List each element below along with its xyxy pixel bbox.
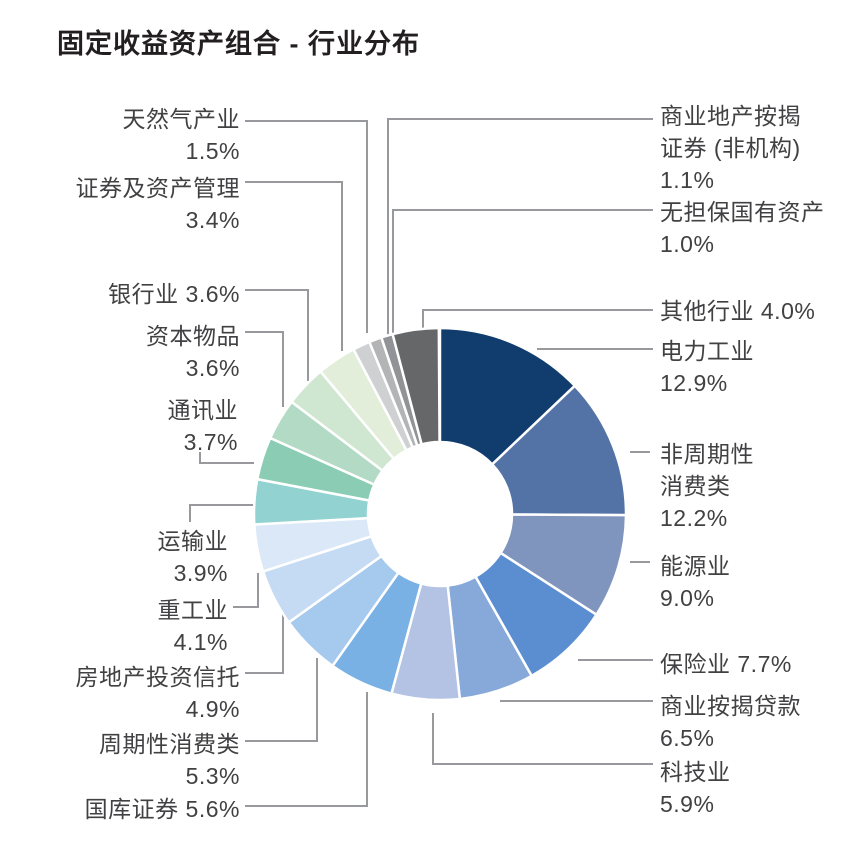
callout-insurance-line: 保险业 7.7% <box>660 651 792 677</box>
callout-other-line: 其他行业 4.0% <box>660 298 816 324</box>
callout-energy: 能源业 9.0% <box>660 550 731 614</box>
callout-cyclical: 周期性消费类 5.3% <box>99 728 240 792</box>
callout-heavy: 重工业 4.1% <box>158 594 229 658</box>
callout-banking-line: 银行业 3.6% <box>108 281 240 307</box>
leader-line-sovereign <box>392 209 653 337</box>
callout-energy-line: 能源业 <box>660 553 731 579</box>
leader-line-heavy <box>233 573 259 608</box>
callout-noncyclical-line: 非周期性 <box>660 441 754 467</box>
callout-sec_am: 证券及资产管理 3.4% <box>76 172 241 236</box>
callout-cml-line: 6.5% <box>660 725 715 751</box>
leader-line-cmbs <box>387 118 653 336</box>
leader-line-treasury <box>245 692 368 807</box>
leader-line-cyclical <box>245 658 318 742</box>
callout-gas: 天然气产业 1.5% <box>123 103 241 167</box>
callout-power-line: 电力工业 <box>660 338 754 364</box>
callout-cyclical-line: 5.3% <box>185 763 240 789</box>
callout-treasury: 国库证券 5.6% <box>85 793 240 825</box>
callout-sovereign: 无担保国有资产 1.0% <box>660 196 825 260</box>
callout-energy-line: 9.0% <box>660 585 715 611</box>
callout-tech-line: 科技业 <box>660 759 731 785</box>
chart-title: 固定收益资产组合 - 行业分布 <box>57 29 420 59</box>
callout-noncyclical-line: 消费类 <box>660 473 731 499</box>
leader-line-tech <box>432 713 653 765</box>
callout-heavy-line: 重工业 <box>157 597 228 623</box>
callout-tech: 科技业 5.9% <box>660 756 731 820</box>
callout-reits: 房地产投资信托 4.9% <box>76 661 241 725</box>
callout-capital-line: 资本物品 <box>146 323 240 349</box>
callout-power-line: 12.9% <box>660 370 728 396</box>
callout-cyclical-line: 周期性消费类 <box>99 731 240 757</box>
callout-banking: 银行业 3.6% <box>108 278 240 310</box>
callout-cml-line: 商业按揭贷款 <box>660 693 801 719</box>
callout-capital: 资本物品 3.6% <box>146 320 240 384</box>
callout-treasury-line: 国库证券 5.6% <box>84 796 240 822</box>
callout-transport: 运输业 3.9% <box>158 525 229 589</box>
callout-noncyclical-line: 12.2% <box>660 505 728 531</box>
callout-comm-line: 通讯业 <box>167 397 238 423</box>
callout-sec_am-line: 3.4% <box>185 207 240 233</box>
callout-reits-line: 房地产投资信托 <box>75 664 240 690</box>
leader-line-capital <box>245 331 284 407</box>
leader-line-gas <box>245 120 368 333</box>
callout-gas-line: 天然气产业 <box>122 106 240 132</box>
leader-line-comm <box>199 452 254 464</box>
callout-transport-line: 运输业 <box>157 528 228 554</box>
callout-reits-line: 4.9% <box>185 696 240 722</box>
callout-insurance: 保险业 7.7% <box>660 648 792 680</box>
leader-line-sec_am <box>245 181 343 351</box>
leader-line-other <box>422 309 653 332</box>
callout-cmbs-line: 1.1% <box>660 167 715 193</box>
donut-slices-group <box>252 326 628 702</box>
callout-cml: 商业按揭贷款 6.5% <box>660 690 801 754</box>
callout-cmbs-line: 证券 (非机构) <box>660 135 801 161</box>
callout-transport-line: 3.9% <box>173 560 228 586</box>
leader-lines-group <box>189 118 653 807</box>
slice-电力工业 <box>438 326 577 466</box>
callout-gas-line: 1.5% <box>185 138 240 164</box>
leader-line-banking <box>245 289 309 381</box>
callout-sovereign-line: 1.0% <box>660 231 715 257</box>
callout-other: 其他行业 4.0% <box>660 295 815 327</box>
callout-comm: 通讯业 3.7% <box>168 394 239 458</box>
callout-power: 电力工业 12.9% <box>660 335 754 399</box>
callout-cmbs: 商业地产按揭 证券 (非机构) 1.1% <box>660 100 801 196</box>
callout-comm-line: 3.7% <box>183 429 238 455</box>
callout-tech-line: 5.9% <box>660 791 715 817</box>
callout-cmbs-line: 商业地产按揭 <box>660 103 801 129</box>
callout-sovereign-line: 无担保国有资产 <box>660 199 825 225</box>
slice-非周期性消费类 <box>490 384 628 517</box>
callout-capital-line: 3.6% <box>185 355 240 381</box>
leader-line-reits <box>245 611 284 674</box>
callout-noncyclical: 非周期性消费类 12.2% <box>660 438 754 534</box>
leader-line-transport <box>189 504 255 522</box>
callout-heavy-line: 4.1% <box>173 629 228 655</box>
callout-sec_am-line: 证券及资产管理 <box>75 175 240 201</box>
slice-其他行业 <box>391 326 441 446</box>
